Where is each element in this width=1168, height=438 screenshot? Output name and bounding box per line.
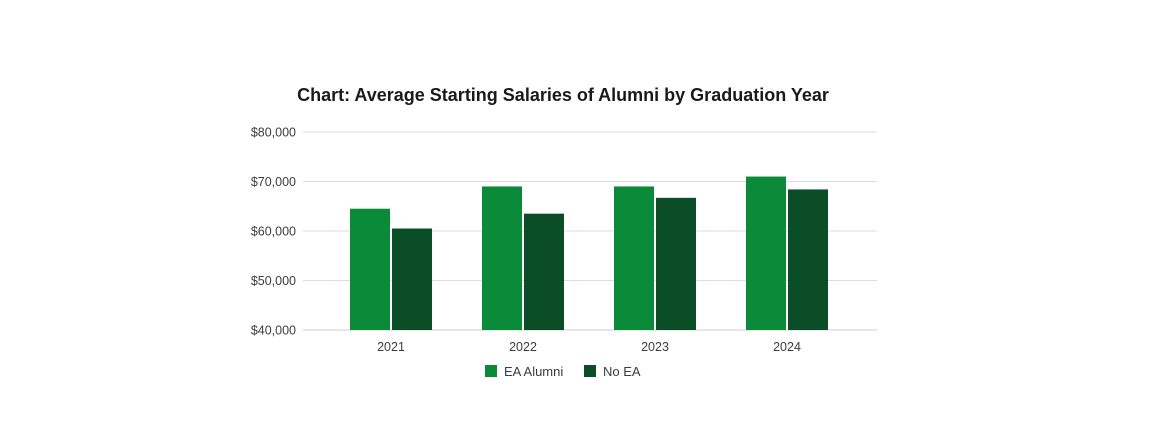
y-tick-label: $70,000 <box>251 175 296 189</box>
y-tick-label: $80,000 <box>251 126 296 140</box>
chart-title: Chart: Average Starting Salaries of Alum… <box>297 85 829 105</box>
x-axis: 2021 2022 2023 2024 <box>377 340 801 354</box>
bars <box>350 176 828 330</box>
bar-no-ea-2022 <box>524 213 564 330</box>
legend-label: EA Alumni <box>504 364 563 379</box>
bar-ea-alumni-2021 <box>350 208 390 330</box>
legend-swatch <box>485 365 497 377</box>
x-tick-label: 2022 <box>509 340 537 354</box>
legend: EA Alumni No EA <box>485 364 641 379</box>
x-tick-label: 2023 <box>641 340 669 354</box>
bar-no-ea-2021 <box>392 228 432 330</box>
legend-swatch <box>584 365 596 377</box>
x-tick-label: 2021 <box>377 340 405 354</box>
y-tick-label: $50,000 <box>251 274 296 288</box>
bar-ea-alumni-2024 <box>746 176 786 330</box>
y-axis: $80,000 $70,000 $60,000 $50,000 $40,000 <box>251 126 296 338</box>
bar-ea-alumni-2022 <box>482 186 522 330</box>
bar-no-ea-2024 <box>788 189 828 330</box>
y-tick-label: $40,000 <box>251 324 296 338</box>
y-tick-label: $60,000 <box>251 225 296 239</box>
x-tick-label: 2024 <box>773 340 801 354</box>
bar-ea-alumni-2023 <box>614 186 654 330</box>
legend-label: No EA <box>603 364 641 379</box>
bar-no-ea-2023 <box>656 197 696 330</box>
